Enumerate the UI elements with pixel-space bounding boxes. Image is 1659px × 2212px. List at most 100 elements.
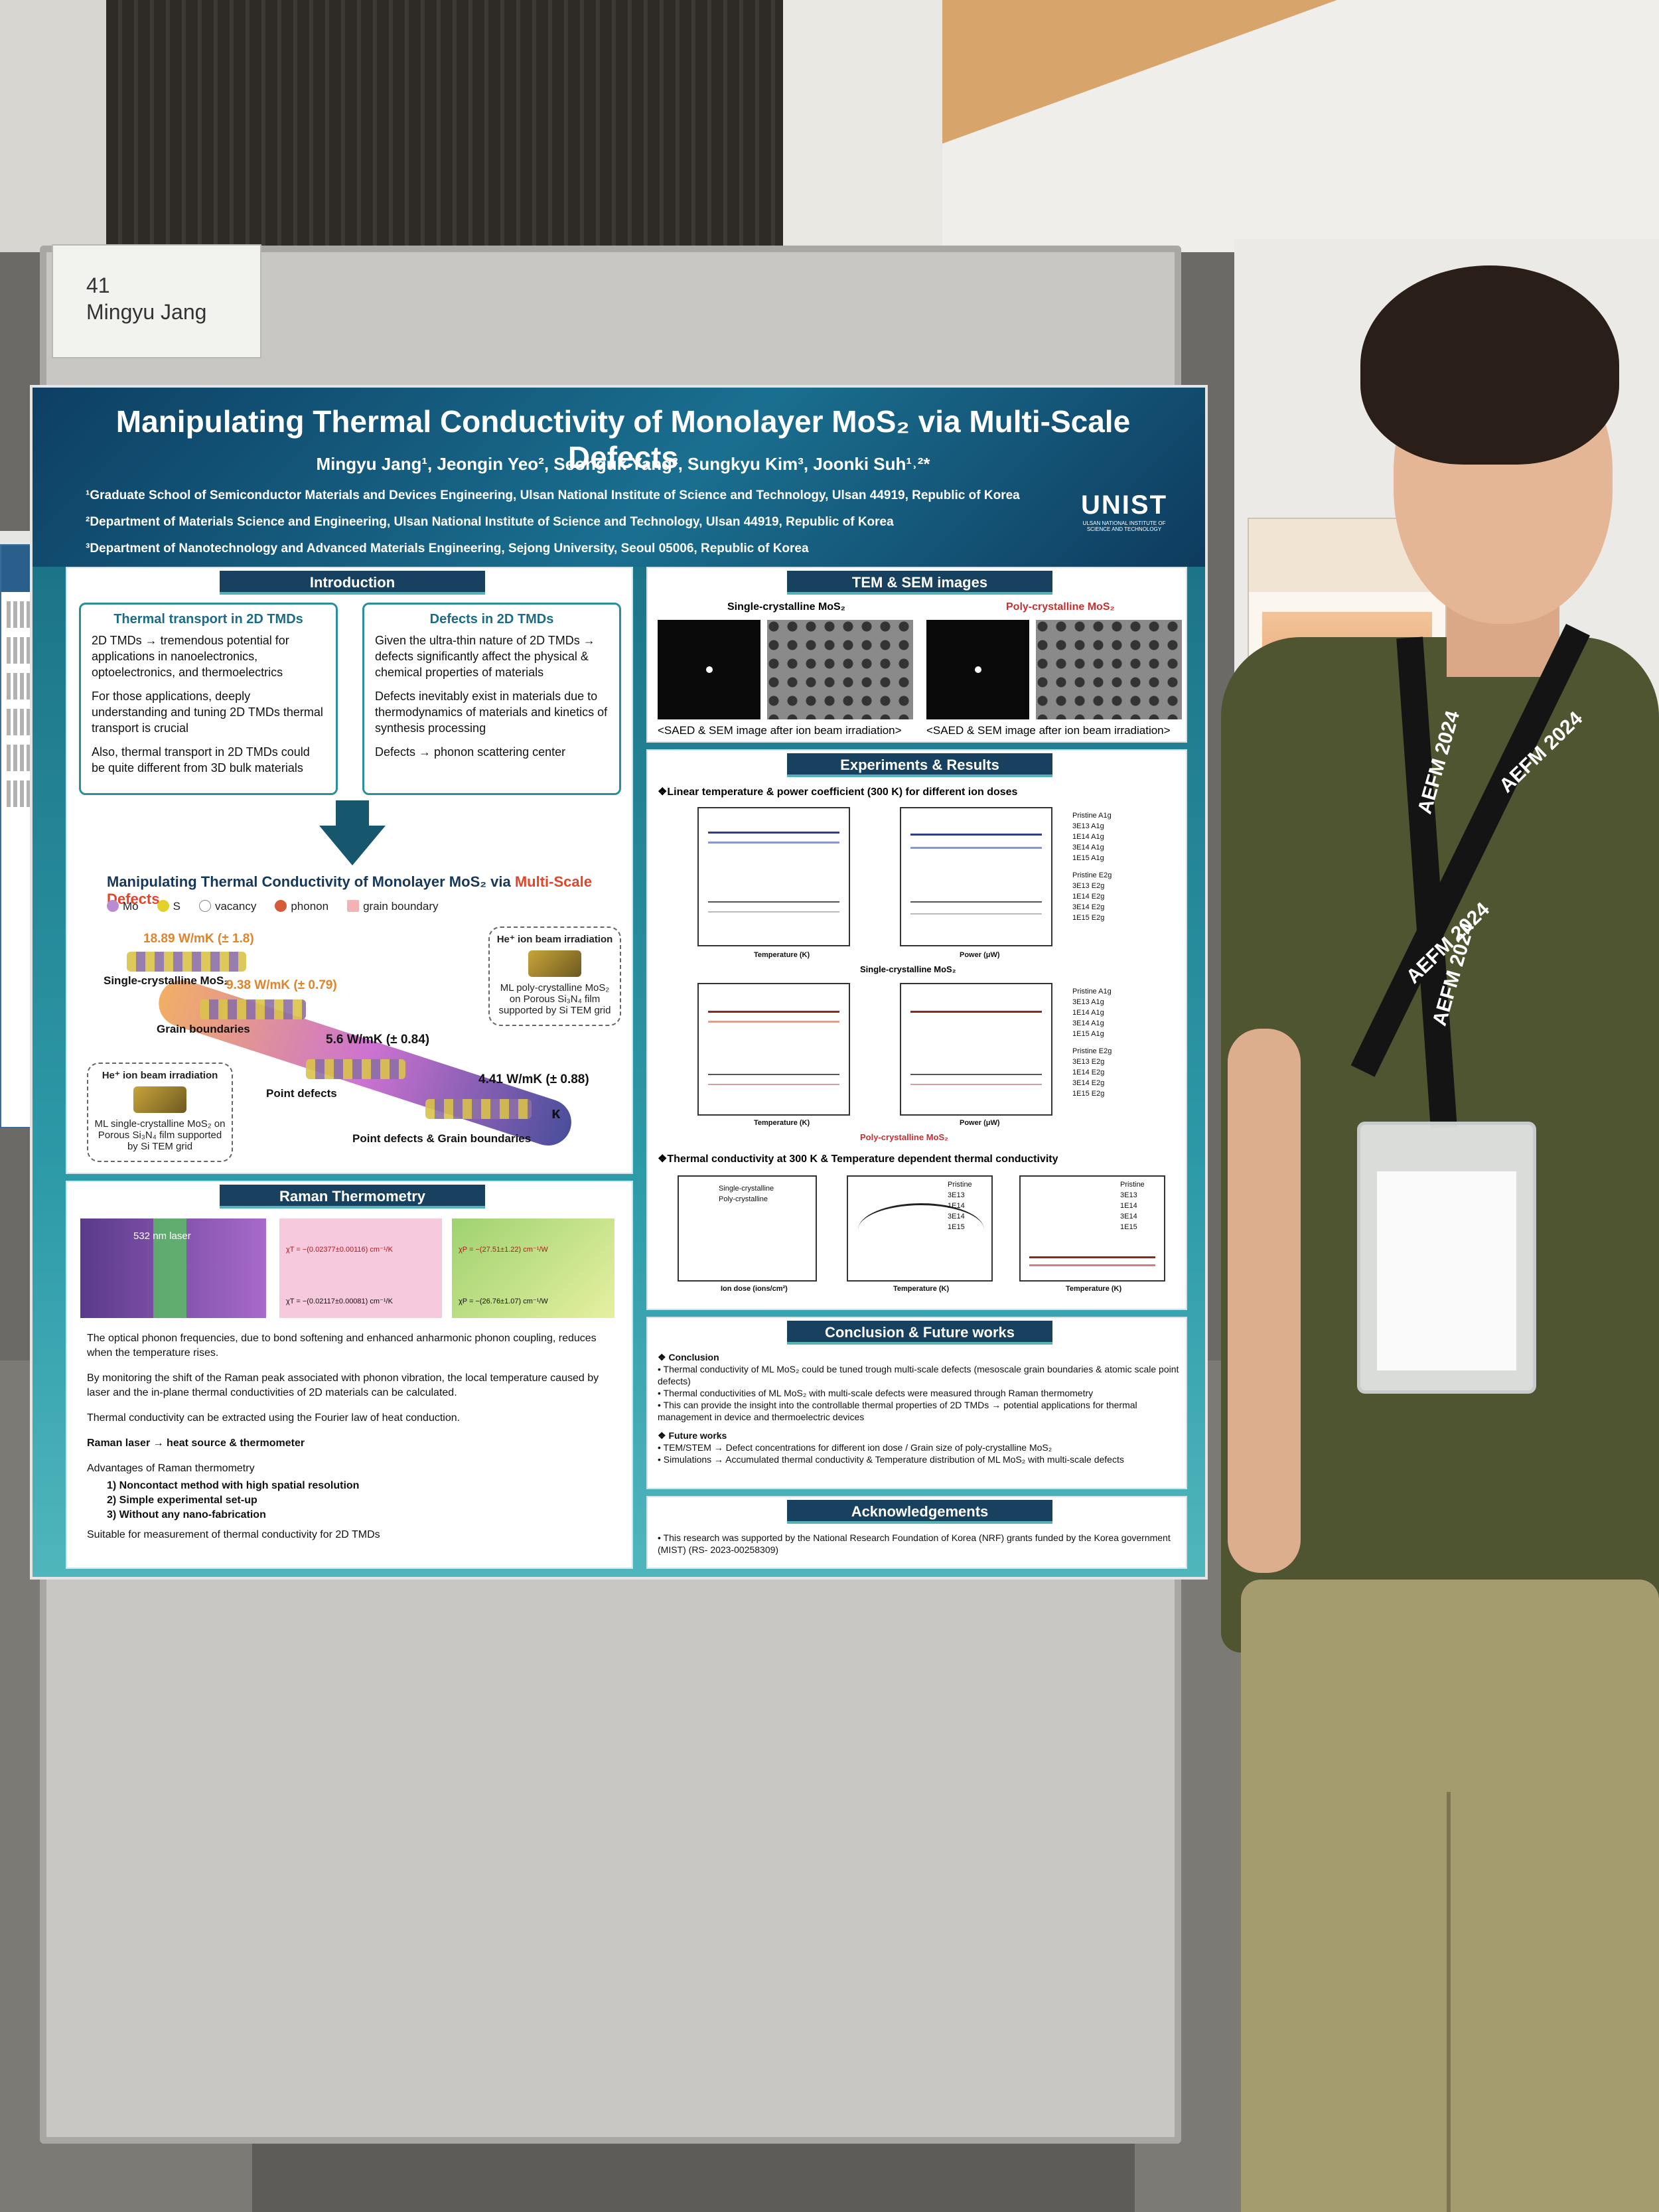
intro-item: 2D TMDs → tremendous potential for appli…	[92, 634, 289, 679]
diagram-legend: Mo S vacancy phonon grain boundary	[107, 900, 439, 913]
tem-caption-poly: <SAED & SEM image after ion beam irradia…	[926, 724, 1171, 737]
acknowledgements-panel: Acknowledgements • This research was sup…	[646, 1496, 1187, 1569]
thermal-conductivity-subtitle: ❖Thermal conductivity at 300 K & Tempera…	[658, 1153, 1058, 1165]
intro-item: Given the ultra-thin nature of 2D TMDs →…	[375, 634, 595, 679]
x-axis-label: Temperature (K)	[1066, 1285, 1122, 1293]
tem-grid-icon	[528, 950, 581, 977]
x-axis-label: Temperature (K)	[754, 1119, 810, 1127]
poster-body: Introduction Thermal transport in 2D TMD…	[33, 567, 1205, 1577]
window-blinds	[106, 0, 783, 246]
lattice-point	[306, 1059, 405, 1079]
raman-title: Raman Thermometry	[220, 1185, 485, 1209]
tem-sem-panel: TEM & SEM images Single-crystalline MoS₂…	[646, 567, 1187, 743]
window-frame	[783, 0, 942, 252]
intro-item: Defects inevitably exist in materials du…	[375, 690, 608, 735]
tc-value-3: 5.6 W/mK (± 0.84)	[326, 1033, 430, 1047]
linear-coefficient-subtitle: ❖Linear temperature & power coefficient …	[658, 786, 1018, 798]
name-badge-holder	[1357, 1122, 1536, 1394]
acknowledgements-title: Acknowledgements	[787, 1500, 1052, 1524]
diagram-title: Manipulating Thermal Conductivity of Mon…	[107, 873, 592, 907]
legend-single: Pristine A1g 3E13 A1g 1E14 A1g 3E14 A1g 1E15…	[1072, 812, 1112, 922]
poster-header: Manipulating Thermal Conductivity of Mon…	[33, 388, 1205, 567]
affiliation-3: ³Department of Nanotechnology and Advanc…	[86, 542, 809, 555]
inset-poly-crystalline: He⁺ ion beam irradiation ML poly-crystal…	[488, 926, 621, 1026]
intro-item: For those applications, deeply understan…	[92, 690, 323, 735]
research-poster: Manipulating Thermal Conductivity of Mon…	[30, 385, 1208, 1580]
intro-item: Defects → phonon scattering center	[375, 745, 566, 759]
pants-seam	[1447, 1792, 1451, 2212]
unist-logo: UNIST ULSAN NATIONAL INSTITUTE OF SCIENC…	[1081, 490, 1167, 532]
saed-image-single	[658, 620, 760, 719]
x-axis-label: Temperature (K)	[893, 1285, 950, 1293]
raman-temperature-plot: χT = −(0.02377±0.00116) cm⁻¹/K χT = −(0.…	[279, 1218, 442, 1318]
defects-box: Defects in 2D TMDs Given the ultra-thin …	[362, 603, 621, 795]
plot-single-temperature	[697, 807, 850, 946]
tc-poly-legend: Pristine 3E13 1E14 3E14 1E15	[1120, 1181, 1145, 1231]
presenter: AEFM 2024 AEFM 2024 AEFM 2024 AEFM 2024	[1194, 265, 1659, 2212]
poly-crystalline-label: Poly-crystalline MoS₂	[1006, 601, 1115, 613]
label-single-crystalline: Single-crystalline MoS₂	[104, 974, 229, 987]
experiments-title: Experiments & Results	[787, 753, 1052, 777]
kappa-symbol: κ	[551, 1104, 561, 1122]
lattice-combined	[425, 1099, 532, 1119]
board-presenter-name: Mingyu Jang	[86, 300, 207, 324]
conclusion-title: Conclusion & Future works	[787, 1321, 1052, 1345]
x-axis-label: Temperature (K)	[754, 951, 810, 959]
tem-grid-icon	[133, 1086, 186, 1113]
ceiling	[942, 0, 1659, 252]
affiliation-2: ²Department of Materials Science and Eng…	[86, 515, 894, 529]
label-grain-boundaries: Grain boundaries	[157, 1023, 250, 1035]
plot-poly-temperature	[697, 983, 850, 1116]
experiments-panel: Experiments & Results ❖Linear temperatur…	[646, 749, 1187, 1310]
raman-panel: Raman Thermometry 532 nm laser χT = −(0.…	[66, 1181, 633, 1569]
label-point-defects: Point defects	[266, 1087, 337, 1100]
sem-image-poly	[1036, 620, 1182, 719]
thermal-transport-title: Thermal transport in 2D TMDs	[113, 612, 303, 627]
x-axis-label: Power (μW)	[960, 951, 1000, 959]
acknowledgements-text: • This research was supported by the Nat…	[658, 1532, 1171, 1555]
plot-tc-dose: Single-crystalline Poly-crystalline	[678, 1175, 817, 1282]
sem-image-single	[767, 620, 913, 719]
introduction-title: Introduction	[220, 571, 485, 595]
tem-caption-single: <SAED & SEM image after ion beam irradia…	[658, 724, 902, 737]
lattice-grain	[200, 999, 306, 1019]
inset-single-crystalline: He⁺ ion beam irradiation ML single-cryst…	[87, 1063, 233, 1162]
tc-dose-legend: Single-crystalline Poly-crystalline	[719, 1185, 774, 1203]
poster-title: Manipulating Thermal Conductivity of Mon…	[115, 404, 1131, 475]
board-number: 41	[86, 273, 110, 297]
x-axis-label: Ion dose (ions/cm²)	[721, 1285, 788, 1293]
plot-tc-temperature-poly: Pristine 3E13 1E14 3E14 1E15	[1019, 1175, 1165, 1282]
background-wall	[0, 0, 106, 252]
legend-poly: Pristine A1g 3E13 A1g 1E14 A1g 3E14 A1g 1E15…	[1072, 988, 1112, 1098]
x-axis-label: Power (μW)	[960, 1119, 1000, 1127]
poster-authors: Mingyu Jang¹, Jeongin Yeo², Seonguk Yang…	[316, 454, 930, 474]
saed-image-poly	[926, 620, 1029, 719]
tc-temp-legend: Pristine 3E13 1E14 3E14 1E15	[948, 1181, 972, 1231]
tc-value-4: 4.41 W/mK (± 0.88)	[478, 1072, 589, 1086]
tc-value-1: 18.89 W/mK (± 1.8)	[143, 932, 254, 946]
presenter-hair	[1360, 265, 1619, 465]
single-crystalline-label: Single-crystalline MoS₂	[727, 601, 845, 613]
plot-tc-temperature-single: Pristine 3E13 1E14 3E14 1E15	[847, 1175, 993, 1282]
affiliation-1: ¹Graduate School of Semiconductor Materi…	[86, 488, 1020, 502]
tc-value-2: 9.38 W/mK (± 0.79)	[226, 978, 337, 992]
tem-sem-title: TEM & SEM images	[787, 571, 1052, 595]
down-arrow-icon	[336, 800, 369, 827]
plot-poly-power	[900, 983, 1052, 1116]
down-arrow-head-icon	[319, 826, 386, 865]
raman-laser-illustration: 532 nm laser	[80, 1218, 266, 1318]
introduction-panel: Introduction Thermal transport in 2D TMD…	[66, 567, 633, 1174]
single-crystalline-caption: Single-crystalline MoS₂	[860, 964, 956, 974]
lattice-single	[127, 952, 246, 972]
raman-power-plot: χP = −(27.51±1.22) cm⁻¹/W χP = −(26.76±1…	[452, 1218, 614, 1318]
conclusion-bullets: ❖ Conclusion • Thermal conductivity of M…	[658, 1352, 1179, 1465]
intro-item: Also, thermal transport in 2D TMDs could…	[92, 745, 310, 774]
conclusion-panel: Conclusion & Future works ❖ Conclusion •…	[646, 1317, 1187, 1489]
poly-crystalline-caption: Poly-crystalline MoS₂	[860, 1132, 948, 1142]
plot-single-power	[900, 807, 1052, 946]
thermal-transport-box: Thermal transport in 2D TMDs 2D TMDs → t…	[79, 603, 338, 795]
label-point-defects-grain-boundaries: Point defects & Grain boundaries	[352, 1132, 532, 1145]
presenter-arm	[1228, 1029, 1301, 1573]
poster-board-base	[252, 2144, 1135, 2212]
board-label: 41 Mingyu Jang	[52, 244, 261, 358]
